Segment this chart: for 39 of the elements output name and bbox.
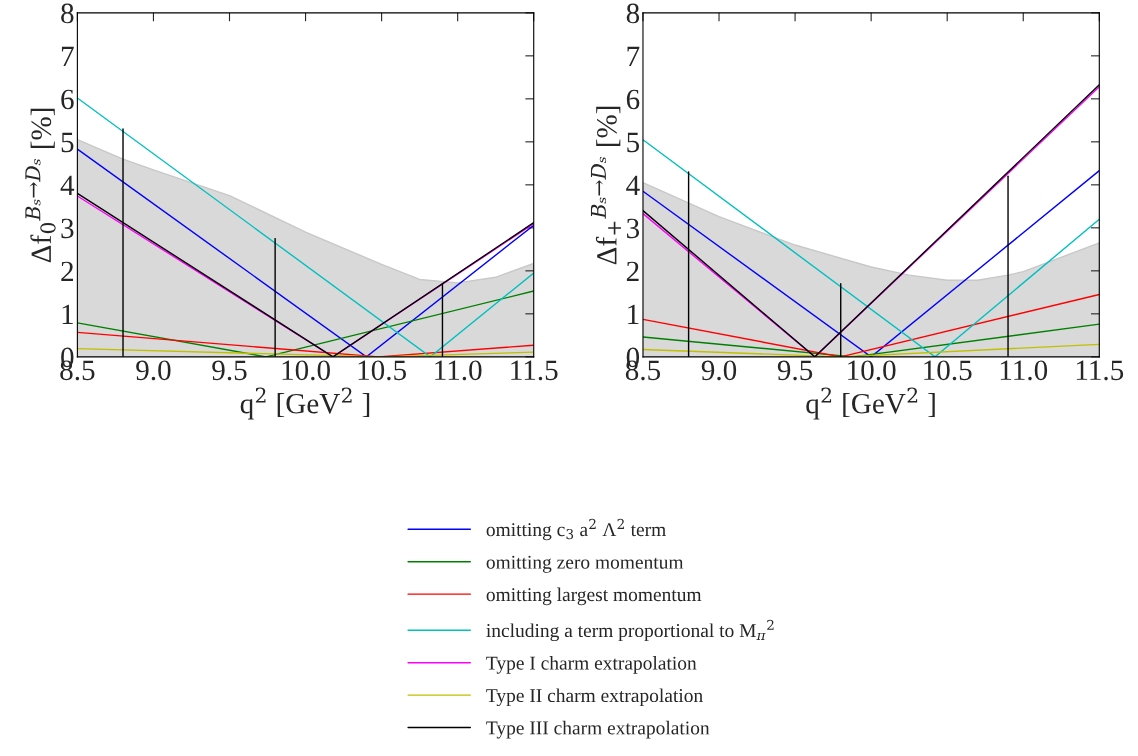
y-tick-label: 8 xyxy=(61,3,74,24)
legend-label: omitting zero momentum xyxy=(486,555,684,573)
x-tick-label: 11.5 xyxy=(511,360,558,381)
x-tick-label: 10.5 xyxy=(358,360,406,381)
y-tick-label: 7 xyxy=(627,46,640,66)
legend-label: omitting largest momentum xyxy=(486,587,702,606)
y-tick-label: 2 xyxy=(626,261,639,281)
y-tick-label: 5 xyxy=(61,132,74,153)
x-tick-label: 10.0 xyxy=(282,360,330,381)
legend-label: Type III charm extrapolation xyxy=(486,720,710,739)
y-axis-title: Δf$_{0}$$^{Bₛ→Dₛ}$ [%] xyxy=(25,108,56,263)
y-tick-label: 4 xyxy=(60,175,75,195)
y-tick-label: 2 xyxy=(61,261,73,281)
x-tick-label: 11.0 xyxy=(1000,360,1048,381)
legend-label: omitting c$_{3}$ a$^{2}$ Λ$^{2}$ term xyxy=(486,518,666,541)
x-axis-title: q$^{2}$ [GeV$^{2}$ ] xyxy=(240,387,370,420)
x-tick-label: 10.0 xyxy=(848,360,896,381)
y-tick-label: 5 xyxy=(627,132,640,153)
y-tick-label: 1 xyxy=(62,304,73,324)
y-tick-label: 1 xyxy=(628,304,639,324)
x-tick-label: 10.5 xyxy=(924,360,972,381)
y-axis-title: Δf$_{+}$$^{Bₛ→Dₛ}$ [%] xyxy=(590,106,621,265)
x-tick-label: 9.0 xyxy=(701,360,737,381)
y-tick-label: 3 xyxy=(627,218,640,239)
x-axis-title: q$^{2}$ [GeV$^{2}$ ] xyxy=(806,387,935,420)
legend-label: Type II charm extrapolation xyxy=(486,688,703,707)
y-tick-label: 6 xyxy=(626,89,640,110)
x-tick-label: 9.0 xyxy=(136,360,171,381)
y-tick-label: 8 xyxy=(626,3,640,24)
x-tick-label: 11.0 xyxy=(435,360,482,381)
legend-label: Type I charm extrapolation xyxy=(486,656,697,674)
y-tick-label: 6 xyxy=(61,89,74,110)
x-tick-label: 9.5 xyxy=(212,360,247,381)
y-tick-label: 3 xyxy=(61,218,74,239)
y-tick-label: 7 xyxy=(61,46,74,66)
x-tick-label: 11.5 xyxy=(1076,360,1124,381)
x-tick-label: 9.5 xyxy=(777,360,813,381)
legend-label: including a term proportional to M$_{π}$$^{2}$ xyxy=(486,619,774,642)
y-tick-label: 4 xyxy=(626,175,640,195)
